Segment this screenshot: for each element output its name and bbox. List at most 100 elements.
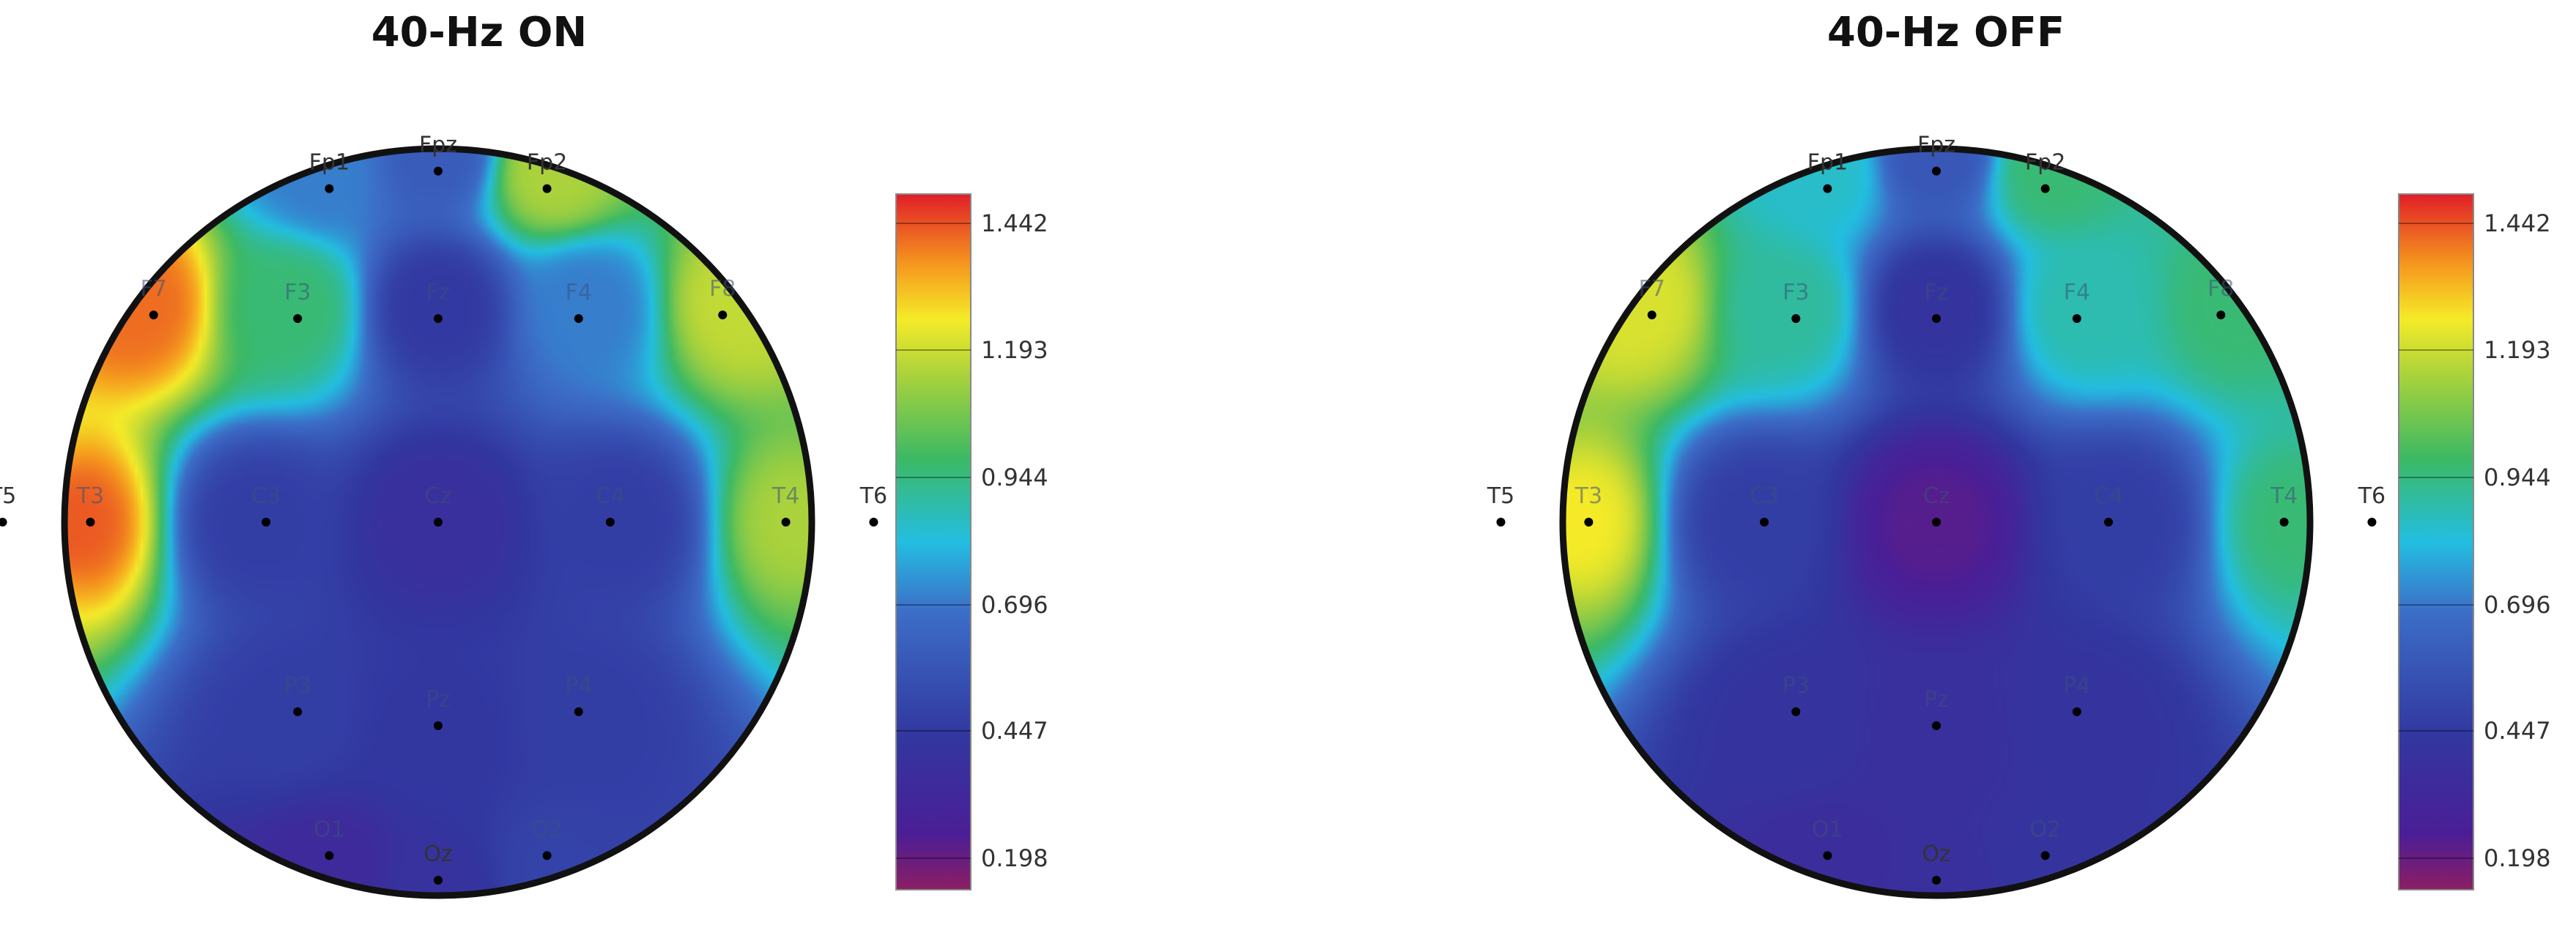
colorbar-tick-label: 0.447	[981, 717, 1048, 745]
head-outline	[1559, 145, 2314, 899]
electrode-f7	[149, 310, 158, 320]
electrode-f8	[718, 310, 728, 320]
topomap-svg: Fp1 Fpz Fp2 F7 F3 Fz F4 F8 T5 T3 C3 Cz C4 T4 T6 P3 Pz P4 O…	[0, 133, 1048, 899]
electrode-oz	[434, 875, 443, 885]
electrode-label: P4	[2063, 673, 2090, 699]
electrode-label: T5	[1487, 483, 1514, 509]
electrode-t6	[2367, 518, 2377, 527]
electrode-fp1	[1823, 184, 1832, 193]
electrode-label: F3	[284, 280, 311, 305]
electrode-cz	[434, 518, 443, 527]
colorbar-tick-label: 1.193	[2484, 336, 2551, 364]
electrode-t3	[1584, 518, 1594, 527]
electrode-label: Fp1	[309, 150, 349, 176]
electrode-label: F3	[1783, 280, 1809, 305]
electrode-label: T3	[76, 483, 104, 509]
electrode-label: T4	[771, 483, 799, 509]
head-outline	[61, 145, 815, 899]
topomap-panel-on: 40-Hz ON Fp1 Fpz Fp2 F7 F3 Fz F4 F8 T5 T3 C3 Cz C4 T4…	[0, 9, 1048, 899]
electrode-label: Fp2	[2025, 150, 2065, 176]
electrode-label: Oz	[423, 841, 452, 867]
electrode-label: T5	[0, 483, 16, 509]
electrode-label: Oz	[1922, 841, 1950, 867]
electrode-oz	[1932, 875, 1941, 885]
colorbar-tick-label: 1.193	[981, 336, 1048, 364]
electrode-p4	[574, 707, 583, 716]
electrode-o2	[2040, 851, 2050, 860]
electrode-t5	[0, 518, 7, 527]
colorbar	[2398, 193, 2474, 890]
electrode-label: O2	[531, 816, 563, 842]
electrode-c4	[2103, 518, 2113, 527]
electrode-label: Fpz	[419, 133, 457, 158]
electrode-label: Pz	[1924, 687, 1949, 713]
colorbar-tick-label: 0.696	[2484, 591, 2551, 619]
electrode-pz	[1932, 721, 1941, 731]
electrode-label: T3	[1574, 483, 1602, 509]
electrode-label: Cz	[425, 483, 452, 509]
electrode-label: Fpz	[1917, 133, 1955, 158]
electrode-o1	[325, 851, 334, 860]
electrode-label: O1	[314, 816, 345, 842]
electrode-c3	[262, 518, 271, 527]
electrode-f3	[293, 313, 303, 323]
electrode-o1	[1823, 851, 1832, 860]
colorbar	[895, 193, 971, 890]
electrode-t6	[869, 518, 878, 527]
electrode-label: T4	[2270, 483, 2298, 509]
colorbar-tick-label: 0.447	[2484, 717, 2551, 745]
electrode-label: Fz	[426, 280, 450, 305]
electrode-label: Fp2	[527, 150, 567, 176]
topomap-panel-off: 40-Hz OFF Fp1 Fpz Fp2 F7 F3 Fz F4 F8 T5 T3 C3 Cz C4 T…	[1288, 0, 2576, 930]
colorbar-tick-label: 0.944	[981, 464, 1048, 491]
colorbar-tick-label: 0.198	[981, 844, 1048, 872]
colorbar-tick-label: 1.442	[2484, 209, 2551, 237]
electrode-t3	[86, 518, 95, 527]
colorbar-tick-label: 1.442	[981, 209, 1048, 237]
electrode-f3	[1791, 313, 1801, 323]
electrode-o2	[542, 851, 552, 860]
electrode-fp2	[542, 184, 552, 193]
electrode-f4	[574, 313, 583, 323]
electrode-label: F7	[1639, 276, 1665, 302]
electrode-c3	[1760, 518, 1769, 527]
topomap-svg: Fp1 Fpz Fp2 F7 F3 Fz F4 F8 T5 T3 C3 Cz C4 T4 T6 P3 Pz P4 O…	[1487, 133, 2551, 899]
electrode-label: P4	[565, 673, 592, 699]
electrode-label: Fz	[1924, 280, 1948, 305]
electrode-label: F8	[2207, 276, 2234, 302]
electrode-label: Pz	[426, 687, 451, 713]
electrode-t4	[781, 518, 791, 527]
electrode-fp1	[325, 184, 334, 193]
electrode-pz	[434, 721, 443, 731]
electrode-label: C3	[1750, 483, 1779, 509]
chart-title: 40-Hz ON	[371, 9, 588, 56]
electrode-label: O1	[1812, 816, 1843, 842]
electrode-p3	[1791, 707, 1801, 716]
electrode-label: F7	[141, 276, 167, 302]
electrode-label: Cz	[1923, 483, 1950, 509]
electrode-f8	[2216, 310, 2226, 320]
electrode-fz	[434, 313, 443, 323]
electrode-label: Fp1	[1807, 150, 1848, 176]
electrode-fpz	[434, 166, 443, 176]
electrode-cz	[1932, 518, 1941, 527]
electrode-fp2	[2040, 184, 2050, 193]
electrode-t4	[2279, 518, 2289, 527]
electrode-fpz	[1932, 166, 1941, 176]
electrode-label: O2	[2029, 816, 2061, 842]
electrode-p3	[293, 707, 303, 716]
colorbar-tick-label: 0.198	[2484, 844, 2551, 872]
electrode-label: F8	[709, 276, 736, 302]
electrode-fz	[1932, 313, 1941, 323]
electrode-label: T6	[859, 483, 887, 509]
electrode-f7	[1647, 310, 1657, 320]
electrode-label: F4	[566, 280, 592, 305]
electrode-f4	[2072, 313, 2081, 323]
electrode-c4	[605, 518, 615, 527]
electrode-p4	[2072, 707, 2081, 716]
colorbar-tick-label: 0.696	[981, 591, 1048, 619]
chart-title: 40-Hz OFF	[1826, 9, 2065, 56]
electrode-label: P3	[1783, 673, 1810, 699]
electrode-label: T6	[2358, 483, 2386, 509]
electrode-label: P3	[284, 673, 311, 699]
